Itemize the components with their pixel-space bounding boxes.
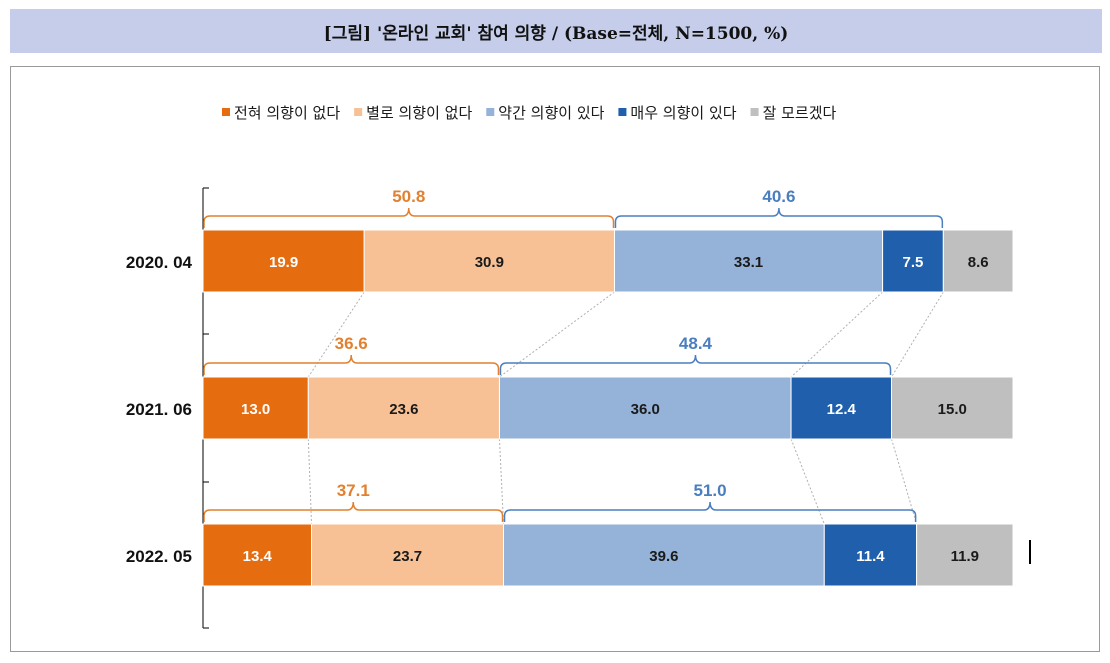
legend-label-5: 잘 모르겠다: [763, 104, 837, 122]
title-banner: [그림] '온라인 교회' 참여 의향 / (Base=전체, N=1500, …: [10, 9, 1102, 53]
data-label-2-4: 12.4: [827, 401, 857, 418]
bar-3-series-3: [503, 523, 825, 587]
bar-3-series-4: [823, 523, 918, 587]
negative-bracket-3: [203, 501, 504, 522]
negative-total-1: 50.8: [392, 187, 425, 206]
positive-total-3: 51.0: [694, 481, 727, 500]
data-label-3-2: 23.7: [393, 548, 422, 565]
legend-swatch-1: [222, 108, 230, 116]
data-label-2-2: 23.6: [389, 401, 418, 418]
bar-2-series-4: [790, 376, 892, 440]
category-label-3: 2022. 05: [126, 547, 192, 566]
bar-1-series-3: [613, 229, 884, 293]
legend-label-3: 약간 의향이 있다: [498, 104, 604, 122]
data-label-1-3: 33.1: [734, 254, 763, 271]
data-label-1-4: 7.5: [903, 254, 924, 271]
data-label-1-1: 19.9: [269, 254, 298, 271]
category-label-2: 2021. 06: [126, 400, 192, 419]
bar-2-series-3: [498, 376, 792, 440]
data-label-1-5: 8.6: [968, 254, 989, 271]
connector-line-1-4: [891, 291, 944, 378]
data-label-3-4: 11.4: [856, 548, 885, 565]
legend-swatch-4: [618, 108, 627, 116]
legend-swatch-5: [750, 108, 759, 116]
bar-1-series-1: [202, 229, 365, 293]
data-label-2-1: 13.0: [241, 401, 270, 418]
data-label-2-3: 36.0: [631, 401, 660, 418]
bar-3-series-1: [202, 523, 313, 587]
connector-line-2-1: [307, 438, 313, 525]
positive-bracket-3: [503, 501, 917, 522]
legend-label-1: 전혀 의향이 없다: [234, 104, 340, 122]
connector-line-2-3: [790, 438, 825, 525]
text-cursor: [1029, 540, 1031, 564]
positive-total-2: 48.4: [679, 334, 713, 353]
data-label-3-5: 11.9: [951, 548, 979, 565]
negative-bracket-2: [203, 354, 500, 375]
positive-total-1: 40.6: [762, 187, 795, 206]
connector-line-1-2: [499, 291, 615, 378]
data-label-1-2: 30.9: [475, 254, 504, 271]
chart-title: [그림] '온라인 교회' 참여 의향 / (Base=전체, N=1500, …: [323, 23, 789, 44]
bar-2-series-1: [202, 376, 309, 440]
positive-bracket-1: [614, 207, 944, 228]
bar-2-series-5: [891, 376, 1014, 440]
bar-1-series-4: [882, 229, 944, 293]
legend-swatch-3: [486, 108, 495, 116]
connector-line-1-3: [790, 291, 883, 378]
negative-bracket-1: [203, 207, 615, 228]
bar-1-series-2: [363, 229, 615, 293]
legend-label-4: 매우 의향이 있다: [630, 104, 736, 122]
negative-total-3: 37.1: [337, 481, 370, 500]
bar-1-series-5: [942, 229, 1014, 293]
data-label-3-3: 39.6: [649, 548, 678, 565]
negative-total-2: 36.6: [335, 334, 368, 353]
bar-3-series-5: [916, 523, 1014, 587]
legend-label-2: 별로 의향이 없다: [366, 104, 472, 122]
data-label-3-1: 13.4: [243, 548, 273, 565]
category-label-1: 2020. 04: [126, 253, 193, 272]
bar-3-series-2: [311, 523, 505, 587]
data-label-2-5: 15.0: [938, 401, 967, 418]
legend-swatch-2: [354, 108, 363, 116]
positive-bracket-2: [499, 354, 892, 375]
